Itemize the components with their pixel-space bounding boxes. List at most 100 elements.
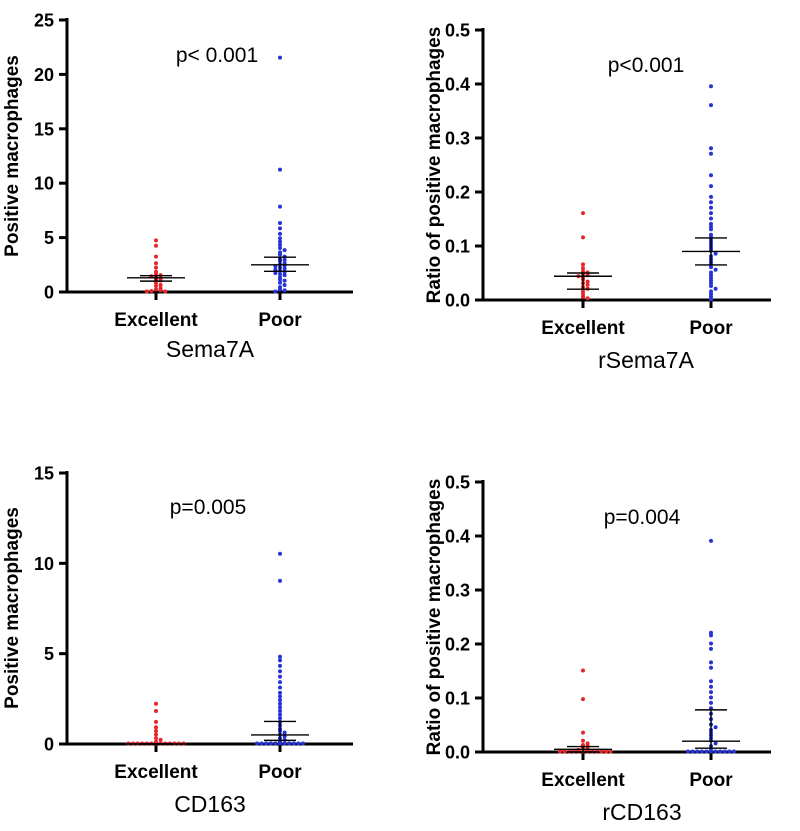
y-tick-label: 10 [34, 174, 54, 194]
y-tick-label: 5 [44, 644, 54, 664]
data-point-poor [278, 239, 282, 244]
data-point-poor [709, 646, 713, 651]
data-point-poor [278, 242, 282, 247]
data-point-poor [282, 257, 287, 262]
data-point-excellent [581, 266, 585, 271]
x-tick-label: Excellent [114, 762, 198, 783]
y-tick-label: 25 [34, 11, 54, 31]
y-axis-title: Ratio of positive macrophages [424, 27, 445, 304]
data-point-poor [282, 282, 287, 287]
data-point-poor [278, 680, 282, 685]
data-point-excellent [154, 701, 158, 706]
data-point-excellent [581, 262, 585, 267]
data-point-excellent [581, 211, 585, 216]
data-point-poor [278, 741, 282, 746]
data-point-excellent [608, 749, 613, 754]
data-point-poor [278, 287, 282, 292]
data-point-poor [291, 741, 296, 746]
data-point-poor [704, 749, 709, 754]
data-point-poor [282, 273, 287, 278]
x-tick-label: Poor [258, 762, 302, 783]
data-point-poor [695, 749, 700, 754]
data-point-excellent [558, 749, 562, 754]
data-point-excellent [154, 719, 158, 724]
data-point-poor [278, 674, 282, 679]
data-point-excellent [154, 708, 158, 713]
y-tick-label: 0.2 [445, 183, 470, 203]
data-point-poor [296, 741, 301, 746]
y-tick-label: 0.0 [445, 291, 470, 311]
data-point-poor [713, 251, 718, 256]
data-point-poor [259, 741, 264, 746]
data-point-poor [278, 204, 282, 209]
data-point-poor [278, 226, 282, 231]
data-point-poor [268, 741, 273, 746]
data-point-excellent [581, 738, 585, 743]
data-point-excellent [144, 289, 149, 294]
data-point-excellent [163, 289, 168, 294]
y-tick-label: 10 [34, 554, 54, 574]
y-tick-label: 0 [44, 283, 54, 303]
panel-rsema7a: 0.0 0.1 0.2 0.3 0.4 0.5 Excellent Poor Ratio of … [424, 21, 771, 373]
data-point-poor [709, 84, 713, 89]
data-point-poor [709, 200, 713, 205]
data-point-excellent [581, 294, 585, 299]
data-point-poor [282, 288, 287, 293]
data-point-poor [278, 708, 282, 713]
data-point-poor [278, 578, 282, 583]
data-point-excellent [154, 261, 158, 266]
x-tick-label: Excellent [114, 310, 198, 331]
data-point-poor [278, 220, 282, 225]
data-point-poor [278, 716, 282, 721]
data-point-poor [713, 286, 718, 291]
data-point-poor [278, 685, 282, 690]
x-tick-label: Poor [689, 318, 733, 339]
data-point-excellent [154, 284, 158, 289]
data-point-excellent [158, 737, 163, 742]
data-point-poor [278, 55, 282, 60]
data-point-poor [709, 205, 713, 210]
data-point-poor [686, 749, 690, 754]
data-point-excellent [154, 728, 158, 733]
data-point-poor [709, 700, 713, 705]
data-point-poor [282, 266, 287, 271]
data-point-excellent [581, 730, 585, 735]
y-tick-label: 0.2 [445, 635, 470, 655]
x-tick-label: Poor [258, 310, 302, 331]
data-point-excellent [585, 282, 590, 287]
data-point-poor [709, 665, 713, 670]
data-point-poor [278, 694, 282, 699]
data-point-poor [282, 248, 287, 253]
data-point-poor [264, 741, 269, 746]
data-point-poor [278, 280, 282, 285]
data-point-poor [713, 741, 718, 746]
data-point-poor [699, 749, 704, 754]
y-tick-label: 0.4 [445, 75, 470, 95]
y-tick-label: 0.0 [445, 743, 470, 763]
panel-caption: rCD163 [602, 799, 681, 825]
data-point-poor [718, 749, 723, 754]
data-point-poor [709, 684, 713, 689]
y-tick-label: 0.1 [445, 689, 470, 709]
data-point-poor [709, 173, 713, 178]
data-point-poor [278, 663, 282, 668]
data-point-excellent [581, 235, 585, 240]
data-point-poor [278, 654, 282, 659]
data-point-poor [709, 538, 713, 543]
data-point-excellent [154, 265, 158, 270]
data-point-poor [282, 741, 287, 746]
data-point-excellent [604, 749, 608, 754]
data-point-poor [709, 749, 713, 754]
y-tick-label: 15 [34, 119, 54, 139]
data-point-poor [278, 277, 282, 282]
data-point-excellent [581, 668, 585, 673]
data-point-poor [278, 231, 282, 236]
y-tick-label: 15 [34, 464, 54, 484]
p-value-annotation: p=0.005 [170, 496, 247, 519]
p-value-annotation: p=0.004 [604, 506, 681, 529]
data-point-excellent [154, 238, 158, 243]
data-point-poor [301, 741, 305, 746]
y-tick-label: 0.5 [445, 473, 470, 493]
y-tick-label: 5 [44, 228, 54, 248]
